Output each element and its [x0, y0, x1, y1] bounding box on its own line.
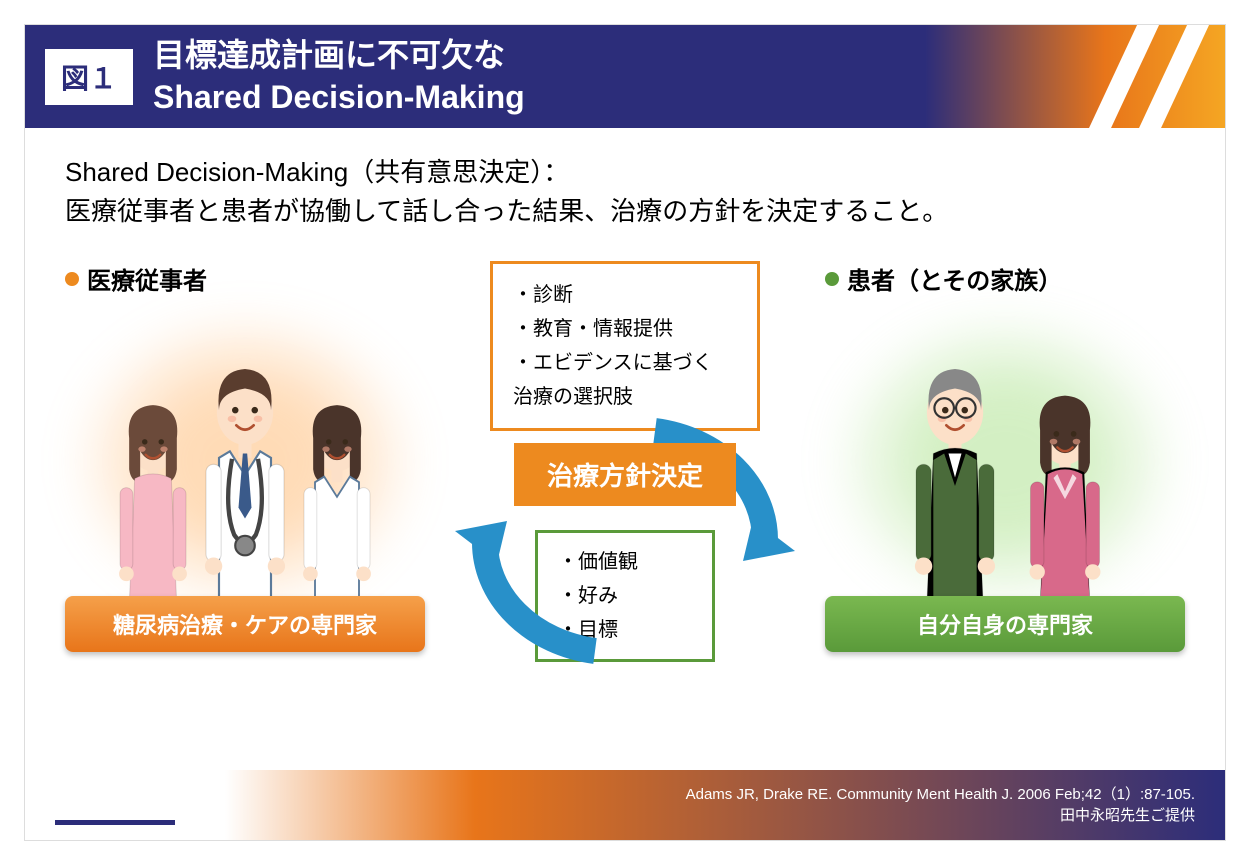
- title-line-1: 目標達成計画に不可欠な: [153, 35, 525, 77]
- left-panel: 医療従事者: [65, 261, 425, 652]
- right-bullet-icon: [825, 272, 839, 286]
- title-line-2: Shared Decision-Making: [153, 77, 525, 119]
- provider-input-item: ・診断: [513, 278, 737, 312]
- definition-line-1: Shared Decision-Making（共有意思決定）：: [65, 153, 1185, 192]
- body: Shared Decision-Making（共有意思決定）： 医療従事者と患者…: [25, 128, 1225, 766]
- left-bottom-label: 糖尿病治療・ケアの専門家: [65, 596, 425, 652]
- person-elderly-male: [890, 356, 1020, 616]
- left-bullet-icon: [65, 272, 79, 286]
- center-decision-label: 治療方針決定: [514, 443, 736, 506]
- title: 目標達成計画に不可欠な Shared Decision-Making: [153, 35, 525, 118]
- center-panel: ・診断・教育・情報提供・エビデンスに基づく 治療の選択肢: [445, 261, 805, 662]
- right-people-box: [825, 306, 1185, 616]
- medical-people: [103, 356, 387, 616]
- provider-input-item: ・教育・情報提供: [513, 312, 737, 346]
- right-bottom-label: 自分自身の専門家: [825, 596, 1185, 652]
- header: 図１ 目標達成計画に不可欠な Shared Decision-Making: [25, 25, 1225, 128]
- header-accent-stripes: [925, 25, 1225, 128]
- provider-input-item: ・エビデンスに基づく 治療の選択肢: [513, 346, 737, 414]
- citation-line-1: Adams JR, Drake RE. Community Ment Healt…: [686, 784, 1195, 805]
- definition-line-2: 医療従事者と患者が協働して話し合った結果、治療の方針を決定すること。: [65, 192, 1185, 231]
- slide-frame: 図１ 目標達成計画に不可欠な Shared Decision-Making Sh…: [25, 25, 1225, 840]
- bottom-accent-line: [55, 820, 175, 825]
- right-panel: 患者（とその家族）: [825, 261, 1185, 652]
- left-people-box: [65, 306, 425, 616]
- left-label: 医療従事者: [87, 261, 207, 296]
- figure-label: 図１: [45, 49, 133, 105]
- person-elderly-female: [1010, 386, 1120, 616]
- patient-people: [890, 356, 1120, 616]
- footer-stripe: Adams JR, Drake RE. Community Ment Healt…: [225, 770, 1225, 840]
- slide: 図１ 目標達成計画に不可欠な Shared Decision-Making Sh…: [0, 0, 1250, 865]
- diagram: 医療従事者: [65, 261, 1185, 741]
- right-label: 患者（とその家族）: [847, 261, 1062, 296]
- left-label-row: 医療従事者: [65, 261, 425, 296]
- person-doctor-male: [185, 356, 305, 616]
- definition-text: Shared Decision-Making（共有意思決定）： 医療従事者と患者…: [65, 153, 1185, 231]
- citation-line-2: 田中永昭先生ご提供: [1060, 805, 1195, 826]
- right-label-row: 患者（とその家族）: [825, 261, 1185, 296]
- provider-inputs-box: ・診断・教育・情報提供・エビデンスに基づく 治療の選択肢: [490, 261, 760, 431]
